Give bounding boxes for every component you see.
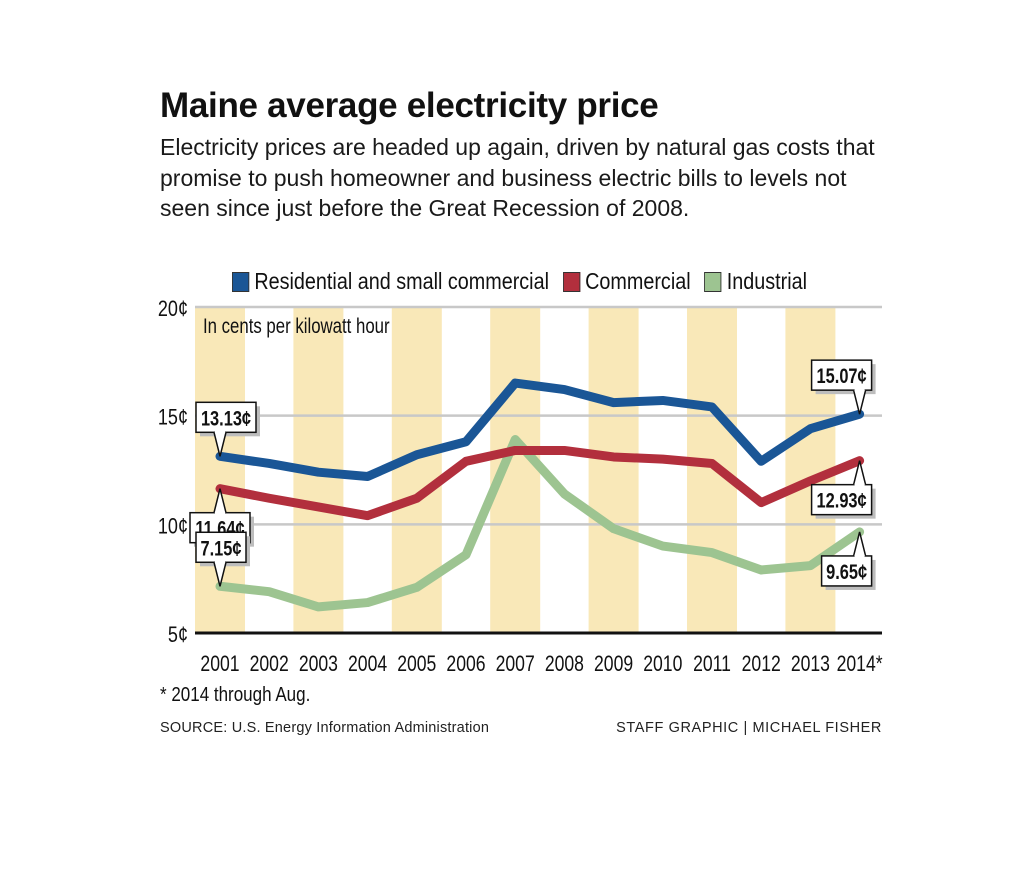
x-tick-label-2014: 2014*	[837, 652, 883, 676]
x-tick-labels: 2001 2002 2003 2004 2005 2006 2007 2008 2009 2010…	[200, 652, 882, 676]
gridlines: 5¢ 10¢ 15¢ 20¢	[158, 297, 882, 647]
callout-pointer	[852, 531, 867, 557]
year-shade-2009	[588, 307, 639, 633]
legend: Residential and small commercial Commerc…	[232, 268, 821, 295]
callout-pointer	[213, 432, 227, 457]
legend-item-industrial: Industrial	[704, 268, 807, 295]
chart-subtitle: Electricity prices are headed up again, …	[160, 134, 875, 221]
x-tick-label-2013: 2013	[791, 652, 830, 676]
x-tick-label-2010: 2010	[643, 652, 682, 676]
footnote: * 2014 through Aug.	[160, 684, 311, 706]
callout-label: 13.13¢	[201, 406, 252, 429]
callout-box	[810, 359, 873, 391]
callout-box	[810, 483, 873, 516]
y-tick-label-15: 15¢	[158, 406, 188, 430]
legend-label-residential: Residential and small commercial	[254, 268, 549, 294]
source-credit: SOURCE: U.S. Energy Information Administ…	[160, 720, 490, 736]
callout-label: 15.07¢	[817, 364, 868, 387]
series-line-residential	[215, 378, 865, 482]
x-tick-label-2003: 2003	[299, 652, 338, 676]
callout-pointer	[852, 389, 867, 415]
callout-pointer	[852, 460, 867, 485]
x-tick-label-2008: 2008	[545, 652, 584, 676]
callout-industrial-2001: 7.15¢	[195, 531, 250, 587]
callout-pointer	[213, 488, 227, 513]
callout-residential-2014: 15.07¢	[810, 359, 876, 415]
callout-pointer	[213, 562, 227, 587]
callout-box	[195, 531, 247, 564]
x-tick-label-2006: 2006	[446, 652, 485, 676]
callout-residential-2001: 13.13¢	[195, 401, 260, 457]
x-tick-label-2007: 2007	[496, 652, 535, 676]
legend-item-commercial: Commercial	[562, 268, 691, 295]
y-tick-label-5: 5¢	[168, 623, 188, 647]
series-industrial	[215, 435, 865, 612]
x-tick-label-2011: 2011	[693, 652, 731, 676]
legend-item-residential: Residential and small commercial	[232, 268, 549, 295]
year-shade-2011	[687, 307, 737, 633]
legend-label-commercial: Commercial	[585, 268, 691, 294]
y-tick-label-10: 10¢	[158, 515, 188, 539]
legend-swatch-industrial	[704, 271, 722, 292]
x-tick-label-2001: 2001	[200, 652, 239, 676]
legend-swatch-residential	[232, 271, 250, 292]
callout-commercial-2014: 12.93¢	[810, 460, 876, 519]
callout-label: 12.93¢	[817, 489, 868, 512]
legend-label-industrial: Industrial	[726, 268, 807, 294]
x-tick-label-2012: 2012	[742, 652, 781, 676]
x-tick-label-2002: 2002	[250, 652, 289, 676]
y-axis-unit-label: In cents per kilowatt hour	[203, 315, 390, 338]
value-callouts: 13.13¢15.07¢11.64¢12.93¢7.15¢9.65¢	[189, 359, 876, 590]
callout-label: 9.65¢	[826, 560, 867, 583]
callout-label: 7.15¢	[201, 536, 242, 559]
series-line-industrial	[215, 435, 865, 612]
callout-box	[820, 555, 873, 587]
chart-title: Maine average electricity price	[160, 86, 659, 125]
x-tick-label-2005: 2005	[397, 652, 436, 676]
x-tick-label-2009: 2009	[594, 652, 633, 676]
x-tick-label-2004: 2004	[348, 652, 387, 676]
series-line-commercial	[215, 445, 865, 521]
y-tick-label-20: 20¢	[158, 297, 188, 321]
callout-industrial-2014: 9.65¢	[820, 531, 876, 590]
staff-credit: STAFF GRAPHIC | MICHAEL FISHER	[616, 720, 882, 736]
legend-swatch-commercial	[562, 271, 580, 292]
